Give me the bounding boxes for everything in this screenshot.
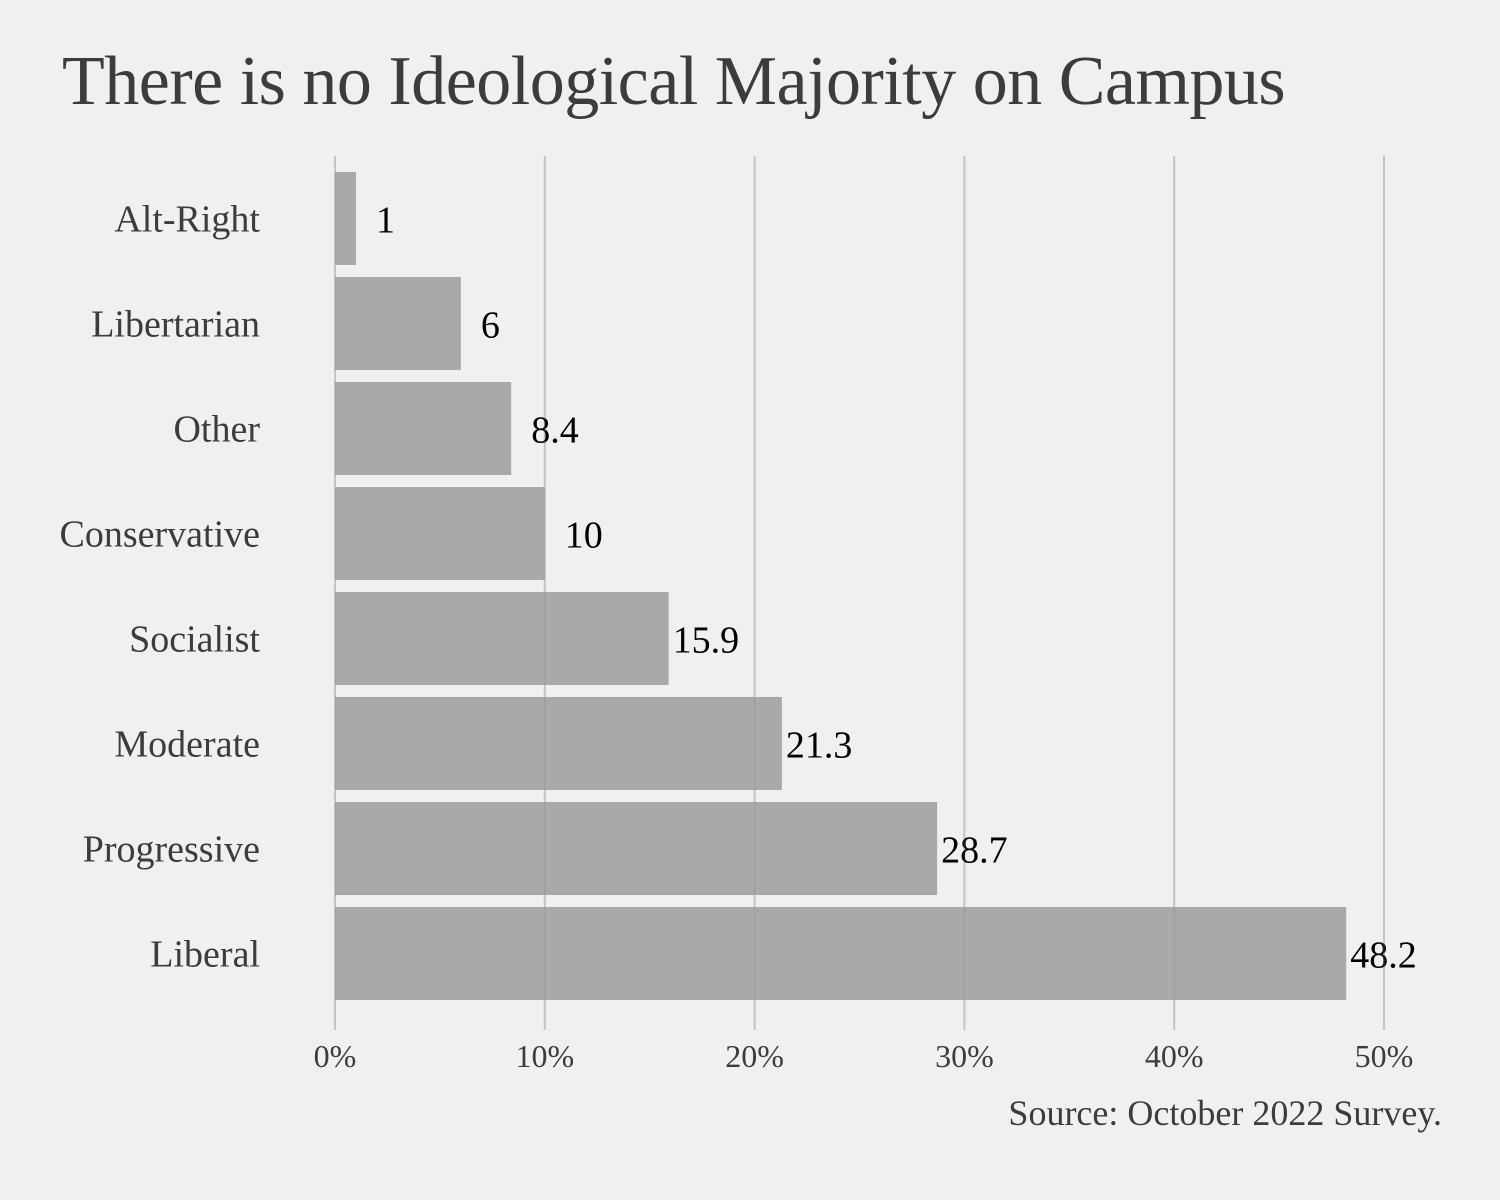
category-label: Moderate bbox=[114, 724, 260, 766]
value-label: 6 bbox=[481, 305, 500, 347]
category-label: Other bbox=[173, 409, 260, 451]
bars bbox=[335, 172, 1347, 1000]
x-tick-label: 40% bbox=[1145, 1038, 1204, 1074]
bar-other bbox=[335, 382, 512, 475]
value-label: 48.2 bbox=[1350, 935, 1417, 977]
category-label: Liberal bbox=[150, 934, 260, 976]
category-label: Libertarian bbox=[91, 304, 260, 346]
category-label: Conservative bbox=[59, 514, 260, 556]
x-tick-label: 0% bbox=[314, 1038, 357, 1074]
bar-progressive bbox=[335, 802, 938, 895]
x-tick-labels: 0% 10% 20% 30% 40% 50% bbox=[314, 1038, 1414, 1074]
source-caption: Source: October 2022 Survey. bbox=[1008, 1093, 1442, 1133]
value-labels: 1 6 8.4 10 15.9 21.3 28.7 48.2 bbox=[334, 156, 1417, 1030]
value-label: 10 bbox=[565, 515, 603, 557]
category-label: Socialist bbox=[129, 619, 260, 661]
x-tick-label: 10% bbox=[515, 1038, 574, 1074]
value-label: 15.9 bbox=[673, 620, 740, 662]
bar-moderate bbox=[335, 697, 782, 790]
category-label: Alt-Right bbox=[114, 199, 260, 241]
category-label: Progressive bbox=[83, 829, 260, 871]
chart-title: There is no Ideological Majority on Camp… bbox=[62, 43, 1286, 120]
value-label: 28.7 bbox=[941, 830, 1008, 872]
value-label: 21.3 bbox=[786, 725, 853, 767]
bar-liberal bbox=[335, 907, 1347, 1000]
bar-libertarian bbox=[335, 277, 461, 370]
x-tick-label: 50% bbox=[1355, 1038, 1414, 1074]
category-labels: Alt-Right Libertarian Other Conservative Soc… bbox=[59, 199, 260, 976]
value-label: 8.4 bbox=[531, 410, 579, 452]
bar-alt-right bbox=[335, 172, 356, 265]
value-label: 1 bbox=[376, 200, 395, 242]
x-tick-label: 30% bbox=[935, 1038, 994, 1074]
bar-socialist bbox=[335, 592, 669, 685]
bar-conservative bbox=[335, 487, 545, 580]
x-tick-label: 20% bbox=[725, 1038, 784, 1074]
